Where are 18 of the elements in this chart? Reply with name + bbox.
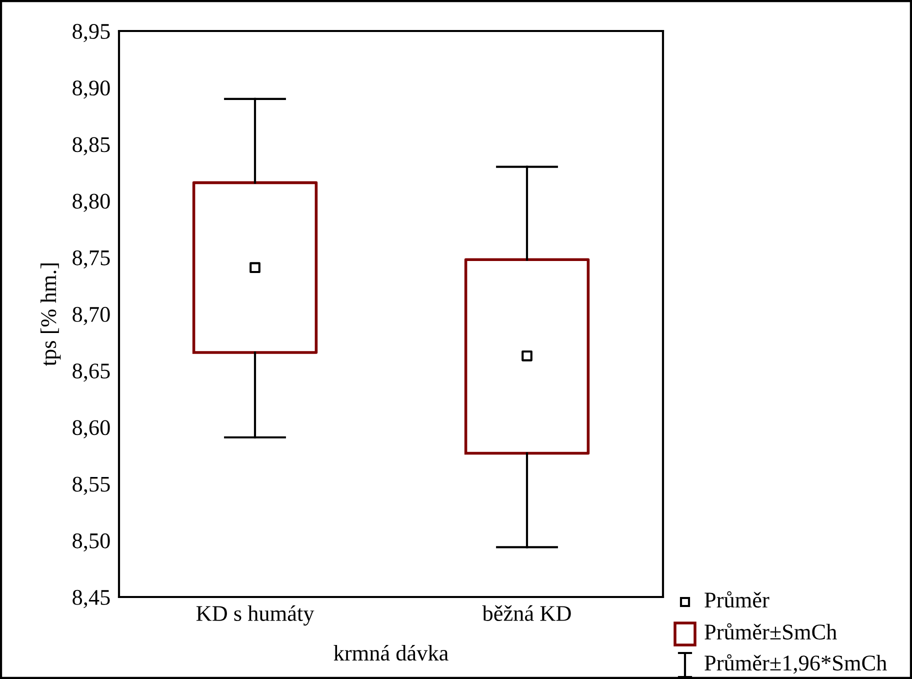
y-tick-label: 8,80 xyxy=(72,194,110,212)
text: Průměr±1,96*SmCh xyxy=(704,654,887,674)
y-tick-label: 8,55 xyxy=(72,476,110,495)
y-tick-label: 8,90 xyxy=(72,80,110,99)
y-tick-label: 8,65 xyxy=(72,364,110,382)
y-tick-label: 8,95 xyxy=(72,24,110,42)
y-tick-label: 8,85 xyxy=(72,137,110,156)
y-tick-label: 8,75 xyxy=(72,250,110,269)
x-axis-title: krmná dávka xyxy=(334,644,448,661)
y-tick-label: 8,50 xyxy=(72,533,110,552)
y-tick-label: 8,70 xyxy=(72,306,110,326)
x-tick-label: běžná KD xyxy=(482,605,571,621)
y-axis-title: tps [% hm.] xyxy=(40,263,61,366)
text: Průměr±SmCh xyxy=(704,623,837,640)
text: Průměr xyxy=(704,591,770,608)
y-tick-label: 8,60 xyxy=(72,420,110,438)
y-tick-label: 8,45 xyxy=(72,590,110,608)
x-tick-label: KD s humáty xyxy=(196,605,314,626)
